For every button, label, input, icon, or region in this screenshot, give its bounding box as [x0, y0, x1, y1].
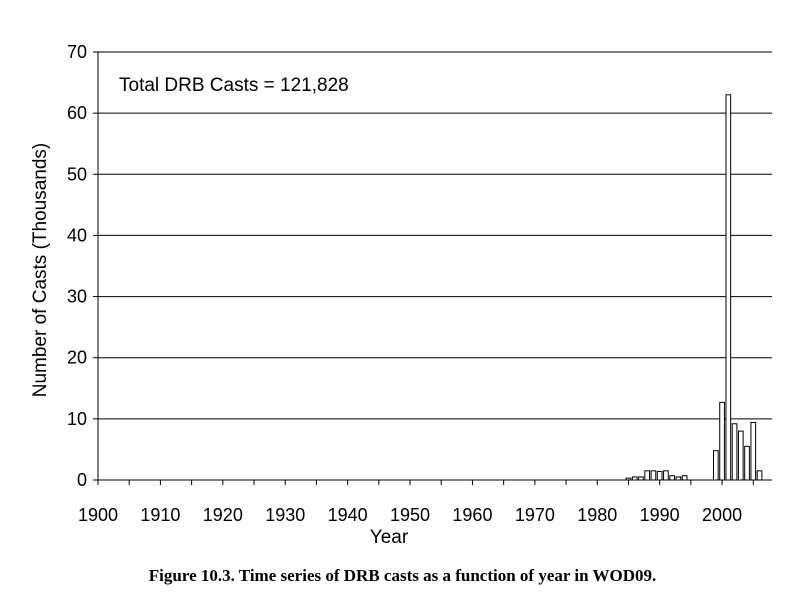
y-tick-label: 0 — [77, 470, 87, 490]
bar-series — [625, 94, 763, 481]
axes — [97, 52, 772, 481]
y-tick-label: 70 — [67, 42, 87, 62]
x-tick-label: 1930 — [265, 505, 305, 525]
bar — [719, 401, 725, 481]
bar — [756, 470, 763, 481]
y-axis-title: Number of Casts (Thousands) — [30, 143, 51, 398]
y-tick-label: 30 — [67, 287, 87, 307]
y-tick-label: 20 — [67, 348, 87, 368]
y-tick-label: 40 — [67, 225, 87, 245]
x-tick-label: 1970 — [515, 505, 555, 525]
y-tick-label: 10 — [67, 409, 87, 429]
bar — [644, 470, 651, 481]
x-tick-label: 1960 — [452, 505, 492, 525]
x-axis-title: Year — [370, 527, 409, 548]
y-tick-label: 50 — [67, 164, 87, 184]
bar — [725, 94, 732, 481]
bar — [750, 422, 757, 481]
x-axis-ticks: 1900 1910 1920 1930 1940 1950 1960 1970 1980 1990… — [78, 480, 754, 525]
chart: 0 10 20 30 40 50 60 70 1900 1910 1920 1930 1940 1950… — [30, 42, 772, 548]
x-tick-label: 1900 — [78, 505, 118, 525]
y-axis-ticks: 0 10 20 30 40 50 60 70 — [67, 42, 98, 490]
x-tick-label: 1950 — [390, 505, 430, 525]
bar — [737, 430, 744, 481]
y-tick-label: 60 — [67, 103, 87, 123]
bar — [663, 470, 669, 481]
x-tick-label: 1920 — [203, 505, 243, 525]
bar — [650, 470, 657, 481]
bar — [731, 423, 738, 481]
x-tick-label: 1990 — [640, 505, 680, 525]
bar — [712, 450, 719, 481]
x-tick-label: 1910 — [140, 505, 180, 525]
x-tick-label: 1980 — [577, 505, 617, 525]
gridlines — [98, 51, 772, 420]
x-tick-label: 1940 — [328, 505, 368, 525]
bar — [656, 470, 663, 481]
x-tick-label: 2000 — [702, 505, 742, 525]
bar — [744, 445, 750, 481]
total-casts-annotation: Total DRB Casts = 121,828 — [119, 75, 349, 96]
bar — [681, 475, 688, 481]
bar — [669, 475, 675, 481]
figure-caption: Figure 10.3. Time series of DRB casts as… — [148, 566, 657, 585]
